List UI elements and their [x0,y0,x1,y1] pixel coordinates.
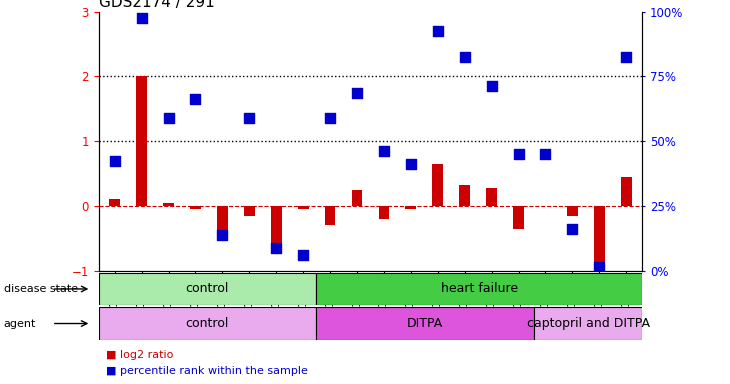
Bar [620,177,631,206]
Text: control: control [185,283,229,295]
Point [217,232,228,238]
Point [351,89,363,96]
Text: agent: agent [4,318,36,329]
Bar [190,206,201,209]
Bar [99,307,316,340]
Bar [217,206,228,235]
Point [297,252,309,258]
Bar [110,199,120,206]
Point [109,157,120,164]
Bar [534,307,642,340]
Bar [325,206,336,225]
Point [324,115,336,121]
Text: DITPA: DITPA [407,317,443,330]
Bar [513,206,524,228]
Point [566,225,578,232]
Bar [432,164,443,206]
Text: heart failure: heart failure [441,283,518,295]
Point [270,245,282,251]
Text: GDS2174 / 291: GDS2174 / 291 [99,0,215,10]
Bar [352,190,362,206]
Text: ■ percentile rank within the sample: ■ percentile rank within the sample [106,366,308,376]
Bar [316,273,642,305]
Bar [567,206,577,216]
Bar [271,206,282,248]
Bar [164,203,174,206]
Bar [298,206,309,209]
Bar [379,206,389,219]
Point [539,151,551,157]
Text: ■ log2 ratio: ■ log2 ratio [106,350,173,360]
Point [485,83,497,89]
Bar [244,206,255,216]
Bar [137,76,147,206]
Bar [316,307,534,340]
Point [244,115,256,121]
Point [136,15,147,21]
Point [405,161,417,167]
Bar [405,206,416,209]
Point [593,265,605,271]
Bar [594,206,604,274]
Point [459,54,471,60]
Point [190,96,201,102]
Bar [459,185,470,206]
Point [378,148,390,154]
Text: disease state: disease state [4,284,78,294]
Text: control: control [185,317,229,330]
Bar [99,273,316,305]
Point [620,54,632,60]
Bar [486,188,497,206]
Point [432,28,444,34]
Point [512,151,524,157]
Text: captopril and DITPA: captopril and DITPA [526,317,650,330]
Point [163,115,174,121]
